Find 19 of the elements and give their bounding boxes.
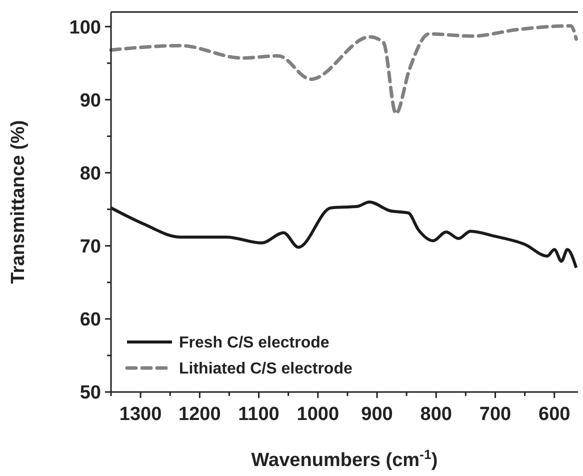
y-tick-label: 80 (80, 163, 101, 184)
x-tick-label: 700 (479, 404, 512, 425)
y-tick-label: 90 (80, 90, 101, 112)
x-tick-label: 1200 (178, 404, 221, 425)
x-tick-label: 900 (361, 404, 393, 425)
x-tick-label: 800 (420, 404, 452, 425)
legend-label: Fresh C/S electrode (179, 334, 330, 352)
legend-label: Lithiated C/S electrode (179, 360, 352, 378)
line-series (109, 24, 578, 116)
x-tick-label: 1000 (296, 404, 340, 425)
x-tick-label: 1300 (119, 404, 162, 425)
y-tick-label: 100 (69, 17, 101, 38)
y-tick-label: 50 (80, 382, 101, 404)
x-tick-label: 1100 (238, 404, 280, 425)
y-tick-label: 70 (80, 236, 101, 258)
y-tick-label: 60 (80, 310, 101, 331)
x-tick-label: 600 (538, 404, 570, 425)
y-axis-title: Transmittance (%) (8, 120, 29, 284)
x-axis-title: Wavenumbers (cm$^{-1}$) (251, 446, 438, 471)
